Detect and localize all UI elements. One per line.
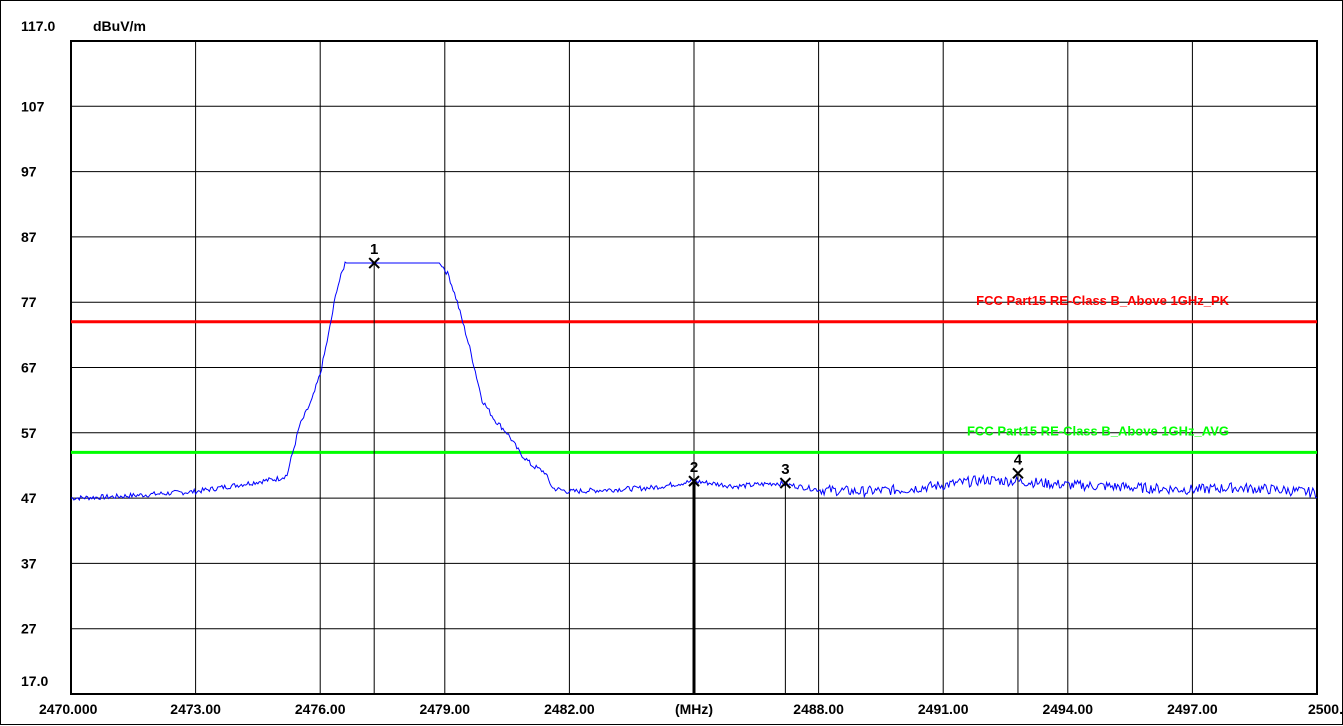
y-tick-label: 77 — [21, 294, 37, 310]
y-tick-label: 87 — [21, 229, 37, 245]
marker-label: 4 — [1014, 451, 1023, 468]
x-tick-label: 2494.00 — [1042, 701, 1093, 717]
y-tick-label: 47 — [21, 490, 37, 506]
marker-label: 3 — [781, 461, 789, 478]
x-tick-label: 2500. — [1308, 701, 1343, 717]
x-tick-label: 2470.000 — [39, 701, 98, 717]
limit-label: FCC Part15 RE-Class B_Above 1GHz_PK — [976, 293, 1229, 308]
x-tick-label: 2482.00 — [544, 701, 595, 717]
y-tick-label: 27 — [21, 621, 37, 637]
x-tick-label: 2488.00 — [793, 701, 844, 717]
marker-label: 1 — [370, 241, 378, 258]
markers: 1 2 3 4 — [368, 241, 1024, 694]
x-tick-label: 2479.00 — [419, 701, 470, 717]
marker-x — [779, 477, 792, 489]
y-tick-label: 117.0 — [21, 18, 55, 34]
marker-x — [688, 475, 700, 487]
x-tick-label: 2497.00 — [1167, 701, 1218, 717]
x-tick-label: 2473.00 — [170, 701, 221, 717]
limit-label: FCC Part15 RE-Class B_Above 1GHz_AVG — [967, 423, 1229, 438]
y-tick-label: 17.0 — [21, 673, 48, 689]
grid — [70, 40, 1318, 695]
marker-x — [1012, 467, 1024, 479]
y-tick-label: 107 — [21, 98, 45, 114]
limit-lines: FCC Part15 RE-Class B_Above 1GHz_PK FCC P… — [71, 293, 1317, 454]
x-tick-label: 2491.00 — [918, 701, 969, 717]
marker-label: 2 — [690, 459, 698, 476]
x-tick-label: (MHz) — [675, 701, 713, 717]
x-tick-label: 2476.00 — [295, 701, 346, 717]
marker-x — [368, 257, 380, 269]
y-tick-label: 97 — [21, 164, 37, 180]
y-tick-label: 57 — [21, 425, 37, 441]
y-tick-label: 67 — [21, 360, 37, 376]
y-tick-label: 37 — [21, 555, 37, 571]
axis-labels: 2470.000 2473.00 2476.00 2479.00 2482.00 (MHz… — [21, 18, 1343, 717]
y-unit-label: dBuV/m — [93, 18, 146, 34]
